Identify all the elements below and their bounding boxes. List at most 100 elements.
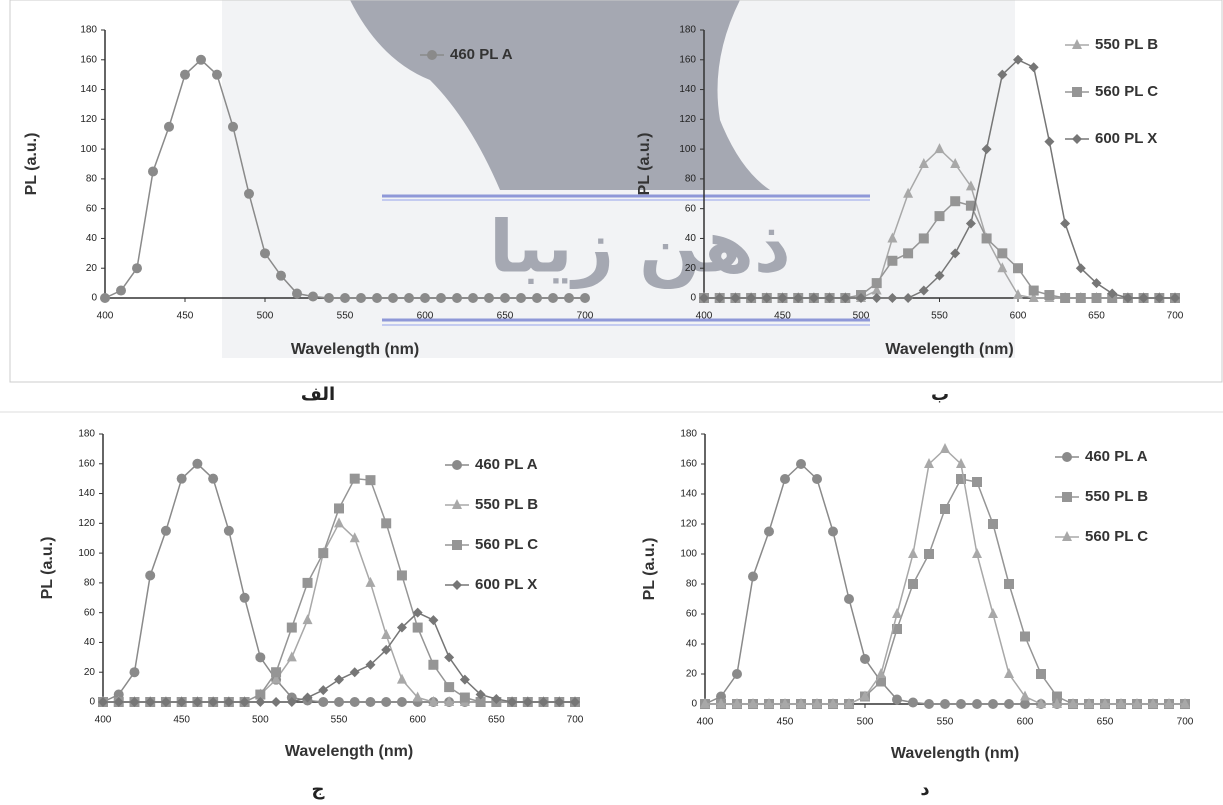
data-point — [1180, 698, 1190, 708]
x-tick-label: 500 — [257, 311, 274, 322]
x-tick-label: 700 — [1177, 717, 1194, 728]
y-axis-title: PL (a.u.) — [39, 537, 56, 600]
legend-marker — [452, 580, 462, 590]
data-point — [1154, 293, 1165, 303]
data-point — [1084, 698, 1094, 708]
data-point — [892, 694, 902, 705]
data-point — [1060, 293, 1071, 303]
data-point — [212, 69, 222, 80]
data-point — [1075, 263, 1086, 274]
data-point — [129, 667, 140, 678]
data-point — [1020, 690, 1030, 701]
y-tick-label: 0 — [91, 293, 97, 304]
y-tick-label: 0 — [89, 697, 95, 708]
x-tick-label: 650 — [1088, 311, 1105, 322]
data-point — [459, 692, 470, 703]
data-point — [271, 673, 282, 684]
y-tick-label: 80 — [86, 174, 98, 185]
legend-marker — [427, 50, 437, 60]
data-point — [349, 473, 360, 484]
data-point — [420, 293, 430, 303]
x-tick-label: 450 — [177, 311, 194, 322]
data-point — [965, 218, 976, 229]
y-tick-label: 120 — [679, 114, 696, 125]
data-point — [412, 622, 423, 633]
data-point — [972, 699, 982, 709]
y-tick-label: 180 — [680, 429, 697, 440]
data-point — [1075, 293, 1086, 303]
y-tick-label: 0 — [691, 699, 697, 710]
data-point — [365, 475, 376, 486]
data-point — [908, 697, 918, 708]
data-point — [997, 262, 1008, 273]
y-axis-title: PL (a.u.) — [23, 133, 40, 196]
data-point — [444, 652, 455, 663]
y-tick-label: 180 — [679, 25, 696, 36]
data-point — [887, 293, 898, 303]
data-point — [302, 577, 313, 588]
data-point — [436, 293, 446, 303]
legend-label: 600 PL X — [475, 576, 537, 593]
x-tick-label: 700 — [567, 715, 584, 726]
data-point — [924, 458, 934, 468]
data-point — [365, 697, 376, 707]
data-point — [1138, 293, 1149, 303]
data-point — [522, 697, 533, 707]
x-axis-title: Wavelength (nm) — [285, 743, 413, 760]
data-point — [871, 284, 882, 295]
data-point — [1013, 289, 1023, 300]
y-tick-label: 120 — [80, 114, 97, 125]
x-tick-label: 700 — [577, 311, 594, 322]
data-point — [116, 285, 126, 296]
data-point — [1013, 54, 1023, 65]
data-point — [940, 443, 950, 453]
data-point — [716, 698, 726, 708]
data-point — [1068, 698, 1078, 708]
data-point — [714, 293, 725, 303]
data-point — [746, 293, 757, 303]
data-point — [1036, 698, 1046, 708]
legend-label: 550 PL B — [1095, 36, 1158, 53]
y-tick-label: 40 — [685, 233, 697, 244]
caption: الف — [301, 384, 335, 405]
data-point — [956, 474, 966, 484]
data-point — [244, 188, 254, 199]
data-point — [934, 270, 945, 281]
data-point — [972, 548, 982, 558]
y-tick-label: 140 — [680, 489, 697, 500]
data-point — [887, 232, 898, 243]
x-tick-label: 600 — [417, 311, 434, 322]
legend-marker — [452, 540, 462, 550]
data-point — [956, 458, 966, 468]
data-point — [176, 473, 187, 484]
data-point — [160, 697, 171, 707]
x-tick-label: 450 — [774, 311, 791, 322]
x-tick-label: 650 — [488, 715, 505, 726]
data-point — [732, 669, 742, 679]
data-point — [876, 676, 886, 687]
y-tick-label: 100 — [78, 548, 95, 559]
data-point — [239, 592, 250, 603]
data-point — [318, 697, 329, 707]
data-point — [824, 293, 835, 303]
legend-label: 560 PL C — [1095, 83, 1158, 100]
legend-marker — [1072, 87, 1082, 97]
data-point — [780, 698, 790, 708]
data-point — [1148, 698, 1158, 708]
data-point — [856, 293, 866, 303]
data-point — [748, 571, 758, 582]
data-point — [286, 697, 297, 707]
caption: ب — [931, 384, 949, 405]
data-point — [950, 158, 961, 168]
x-tick-label: 400 — [697, 717, 714, 728]
data-point — [840, 293, 851, 303]
data-point — [1132, 698, 1142, 708]
x-tick-label: 550 — [337, 311, 354, 322]
data-point — [208, 473, 219, 484]
y-tick-label: 60 — [84, 607, 96, 618]
data-point — [748, 698, 758, 708]
y-tick-label: 40 — [86, 233, 98, 244]
data-point — [700, 698, 710, 708]
data-point — [192, 697, 203, 707]
x-axis-title: Wavelength (nm) — [885, 341, 1013, 358]
